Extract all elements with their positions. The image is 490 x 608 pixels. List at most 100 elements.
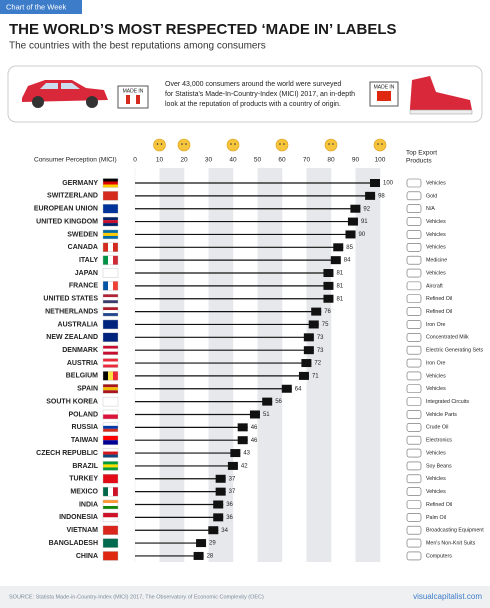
- footer-bg: [0, 586, 490, 608]
- flag-border: [102, 474, 119, 484]
- bar-end: [208, 526, 219, 535]
- product-label: Vehicle Parts: [426, 412, 457, 418]
- value-label: 98: [378, 193, 385, 199]
- product-label: N/A: [426, 206, 435, 212]
- flag-border: [102, 332, 119, 343]
- flag-border: [102, 345, 119, 355]
- flag-stripe: [103, 220, 118, 224]
- bar-end: [249, 410, 260, 419]
- flag-border: [102, 191, 119, 201]
- category-label: VIETNAM: [67, 527, 99, 534]
- value-label: 81: [336, 296, 343, 302]
- bar-end: [213, 513, 224, 522]
- bar-end: [323, 294, 334, 303]
- x-tick-label: 100: [375, 157, 386, 164]
- flag-stripe: [103, 387, 118, 391]
- eye: [283, 143, 285, 145]
- flag-stripe: [103, 500, 118, 503]
- product-label: Refined Oil: [426, 296, 452, 302]
- source: SOURCE: Statista Made-in-Country-Index (…: [9, 594, 264, 600]
- product-label: Electric Generating Sets: [426, 348, 483, 354]
- face-icon: [373, 138, 387, 152]
- flag-stripe: [103, 467, 118, 471]
- product-icon: [406, 268, 422, 278]
- face: [226, 138, 240, 152]
- intro-text: look at the reputation of products with …: [165, 101, 341, 108]
- category-label: JAPAN: [75, 270, 98, 277]
- flag-stripe: [103, 217, 118, 221]
- value-label: 37: [229, 476, 236, 482]
- category-label: BANGLADESH: [49, 540, 98, 547]
- face-icon: [226, 138, 240, 152]
- product-label: Vehicles: [426, 245, 446, 251]
- flag: [102, 396, 119, 407]
- flag-stripe: [103, 435, 118, 441]
- product-icon: [406, 230, 422, 239]
- product-icon: [406, 307, 422, 316]
- flag-stripe: [103, 300, 118, 304]
- flag: [102, 242, 119, 253]
- flag-stripe: [103, 506, 118, 509]
- flag: [102, 422, 119, 433]
- product-icon: [406, 397, 422, 406]
- bar-end: [347, 217, 358, 226]
- bar-end: [262, 397, 273, 406]
- value-label: 56: [275, 399, 282, 405]
- flag-stripe: [103, 191, 118, 201]
- flag-stripe: [103, 503, 118, 506]
- category-label: INDONESIA: [59, 514, 98, 521]
- bar-end: [301, 359, 312, 368]
- flag: [102, 461, 119, 471]
- flag-stripe: [103, 397, 118, 407]
- category-label: FRANCE: [69, 283, 98, 290]
- flag-stripe: [103, 517, 118, 522]
- value-label: 85: [346, 245, 353, 251]
- flag-stripe: [103, 181, 118, 185]
- product-icon: [406, 525, 422, 535]
- flag-border: [102, 512, 119, 523]
- flag-border: [102, 551, 119, 561]
- eye: [328, 143, 330, 145]
- value-label: 46: [251, 425, 258, 431]
- flag-border: [102, 486, 119, 497]
- bar-end: [213, 500, 224, 509]
- flag-stripe: [103, 229, 118, 233]
- category-label: SOUTH KOREA: [46, 398, 98, 405]
- category-label: BELGIUM: [66, 373, 98, 380]
- bar-end: [237, 436, 248, 445]
- flag: [102, 294, 119, 304]
- flag-stripe: [108, 281, 113, 291]
- x-tick-label: 70: [303, 157, 311, 164]
- flag-stripe: [103, 358, 118, 362]
- intro-text: Over 43,000 consumers around the world w…: [165, 81, 341, 88]
- flag: [102, 525, 119, 535]
- face: [177, 138, 191, 152]
- flag-stripe: [103, 384, 118, 388]
- category-label: SWEDEN: [67, 231, 98, 238]
- flag-border: [102, 396, 119, 407]
- flag-stripe: [108, 255, 113, 265]
- tag: Chart of the Week: [6, 2, 67, 11]
- product-label: Vehicles: [426, 270, 446, 276]
- flag-border: [102, 448, 119, 458]
- product-label: Vehicles: [426, 180, 446, 186]
- flag-stripe: [103, 461, 118, 465]
- flag-border: [102, 242, 119, 253]
- product-icon: [406, 538, 422, 548]
- product-label: Integrated Circuits: [426, 399, 469, 405]
- eye: [230, 143, 232, 145]
- value-label: 46: [251, 438, 258, 444]
- flag-stripe: [103, 345, 118, 349]
- flag-border: [102, 178, 119, 188]
- product-icon: [406, 320, 422, 329]
- grid-band: [355, 168, 380, 562]
- bar-end: [311, 307, 322, 316]
- category-label: SWITZERLAND: [47, 193, 98, 200]
- product-label: Gold: [426, 193, 437, 199]
- product-label: Vehicles: [426, 232, 446, 238]
- flag-stripe: [103, 512, 118, 518]
- product-label: Vehicles: [426, 373, 446, 379]
- value-label: 92: [363, 206, 370, 212]
- value-label: 51: [263, 412, 270, 418]
- flag-stripe: [113, 371, 118, 381]
